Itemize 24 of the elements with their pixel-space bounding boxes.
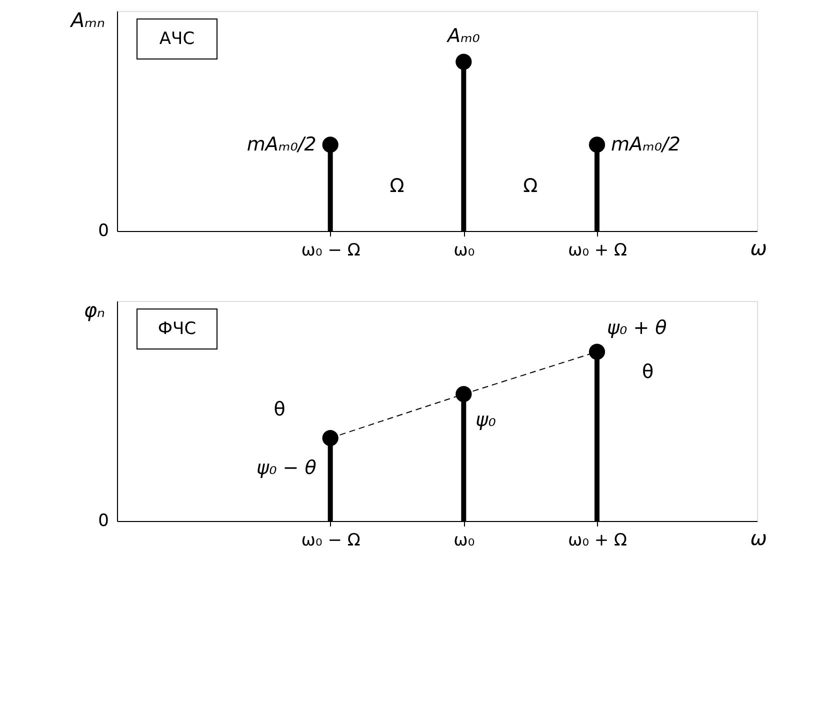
x-tick-label: ω₀ − Ω	[301, 240, 360, 260]
text: 0	[98, 221, 109, 241]
annotation: Ω	[523, 175, 538, 197]
x-tick-label: ω₀ + Ω	[568, 240, 628, 260]
annotation: ψ₀ + θ	[607, 316, 668, 339]
x-axis-title: ω	[750, 236, 767, 260]
annotation: θ	[274, 398, 286, 420]
x-tick-label: ω₀	[454, 240, 475, 260]
text: ФЧС	[158, 319, 196, 339]
annotation: ψ₀	[476, 409, 496, 432]
annotation: θ	[642, 361, 654, 384]
text: АЧС	[159, 29, 195, 49]
annotation: Aₘ₀	[445, 24, 480, 47]
x-axis-title: ω	[750, 526, 767, 550]
x-tick-label: ω₀ + Ω	[568, 530, 628, 550]
text: 0	[98, 511, 109, 531]
y-axis-title: φₙ	[84, 298, 106, 322]
annotation: Ω	[390, 175, 404, 197]
x-tick-label: ω₀	[454, 530, 475, 550]
annotation: mAₘ₀/2	[246, 134, 316, 156]
annotation: ψ₀ − θ	[256, 457, 317, 480]
y-axis-title: Aₘₙ	[68, 8, 106, 32]
x-tick-label: ω₀ − Ω	[301, 530, 360, 550]
annotation: mAₘ₀/2	[611, 134, 680, 156]
